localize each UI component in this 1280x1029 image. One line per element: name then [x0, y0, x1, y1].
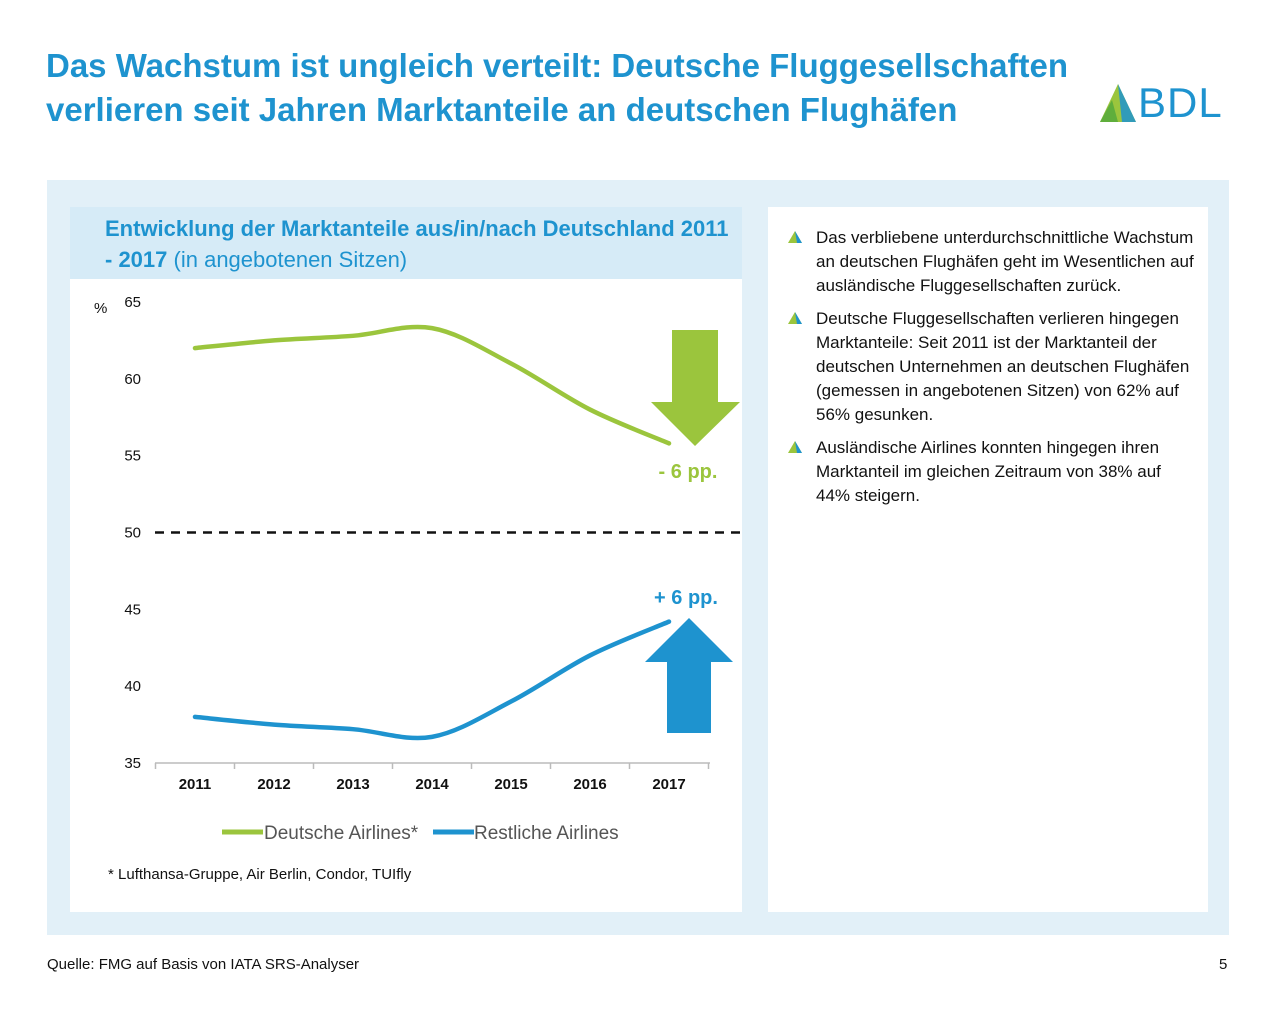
series-lines [192, 324, 672, 741]
bdl-logo: BDL [1096, 78, 1232, 128]
legend: Deutsche Airlines* Restliche Airlines [222, 823, 619, 844]
series-line-restliche-airlines [192, 619, 672, 741]
bdl-logo-text: BDL [1138, 79, 1223, 126]
y-tick-label: 55 [124, 448, 141, 465]
down-annotation-label: - 6 pp. [659, 461, 718, 483]
y-tick-label: 60 [124, 371, 141, 388]
bullet-list: Das verbliebene unterdurchschnittliche W… [788, 226, 1198, 517]
page-number: 5 [1219, 956, 1228, 973]
source-note: Quelle: FMG auf Basis von IATA SRS-Analy… [47, 956, 360, 973]
x-tick-label: 2017 [652, 776, 685, 793]
chart-header [70, 207, 742, 279]
bdl-logo-mark-icon [1100, 84, 1136, 122]
series-line-deutsche-airlines [192, 324, 672, 446]
x-tick-label: 2011 [179, 776, 212, 793]
bullet-text: Ausländische Airlines konnten hingegen i… [816, 438, 1161, 505]
chart-footnote: * Lufthansa-Gruppe, Air Berlin, Condor, … [108, 866, 412, 883]
y-tick-label: 65 [124, 294, 141, 311]
triangle-bullet-icon [788, 231, 802, 243]
y-axis-unit-label: % [94, 300, 107, 317]
triangle-bullet-icon [788, 441, 802, 453]
x-tick-labels: 2011 2012 2013 2014 2015 2016 2017 [154, 763, 710, 793]
bullet-text: Das verbliebene unterdurchschnittliche W… [816, 228, 1194, 295]
legend-label-deutsche: Deutsche Airlines* [264, 823, 419, 844]
x-tick-label: 2012 [257, 776, 290, 793]
y-tick-label: 50 [124, 525, 141, 542]
chart-title: Entwicklung der Marktanteile aus/in/nach… [105, 213, 735, 275]
x-tick-label: 2014 [415, 776, 449, 793]
legend-label-restliche: Restliche Airlines [474, 823, 619, 844]
x-tick-label: 2016 [573, 776, 606, 793]
text-card [768, 207, 1208, 912]
chart-title-bold: Entwicklung der Marktanteile aus/in/nach… [105, 216, 729, 272]
up-annotation-label: + 6 pp. [654, 587, 718, 609]
y-tick-label: 35 [124, 755, 141, 772]
triangle-bullet-icon [788, 312, 802, 324]
up-arrow-icon [645, 618, 733, 733]
down-arrow-icon [651, 330, 740, 446]
bullet-item: Deutsche Fluggesellschaften verlieren hi… [788, 307, 1198, 427]
x-tick-label: 2015 [494, 776, 527, 793]
y-tick-label: 40 [124, 678, 141, 695]
bullet-item: Das verbliebene unterdurchschnittliche W… [788, 226, 1198, 298]
chart-card [70, 207, 742, 912]
chart-title-subtitle: (in angebotenen Sitzen) [173, 247, 408, 272]
page-title: Das Wachstum ist ungleich verteilt: Deut… [46, 47, 1069, 128]
y-tick-label: 45 [124, 601, 141, 618]
y-tick-labels: 65 60 55 50 45 40 35 [124, 294, 141, 772]
bullet-text: Deutsche Fluggesellschaften verlieren hi… [816, 309, 1190, 424]
x-tick-label: 2013 [336, 776, 369, 793]
bullet-item: Ausländische Airlines konnten hingegen i… [788, 436, 1198, 508]
